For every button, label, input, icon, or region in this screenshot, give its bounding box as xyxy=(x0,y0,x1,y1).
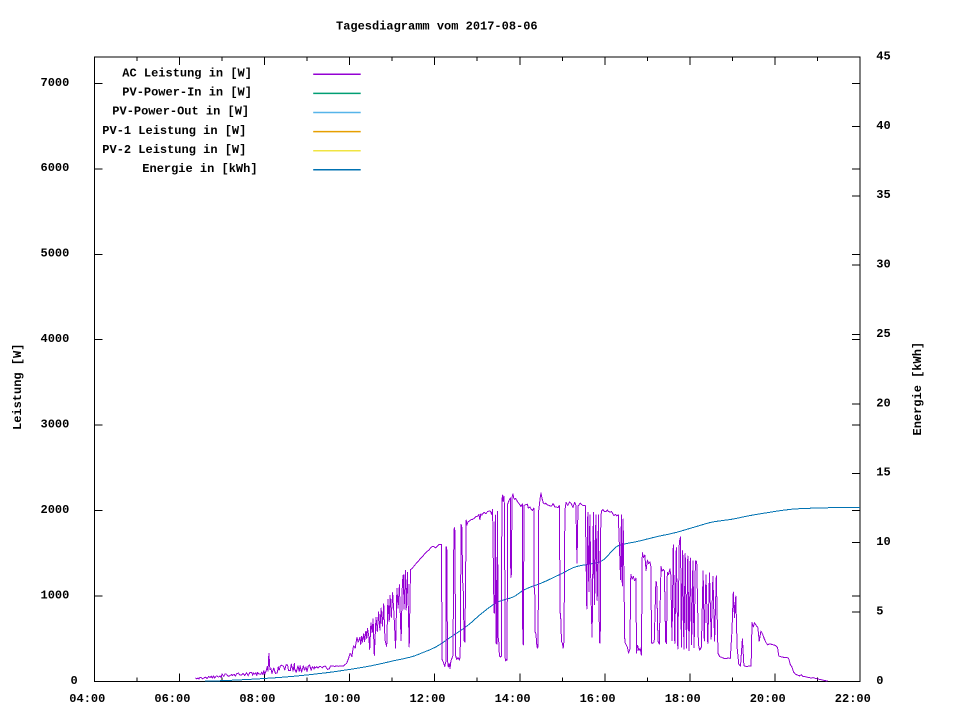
svg-text:10: 10 xyxy=(876,535,890,549)
svg-text:5000: 5000 xyxy=(41,247,70,261)
svg-text:1000: 1000 xyxy=(41,589,70,603)
svg-text:20: 20 xyxy=(876,396,890,410)
svg-text:15: 15 xyxy=(876,466,890,480)
svg-text:PV-Power-Out in [W]: PV-Power-Out in [W] xyxy=(112,105,249,119)
svg-text:3000: 3000 xyxy=(41,418,70,432)
svg-text:Leistung [W]: Leistung [W] xyxy=(11,344,25,430)
svg-text:20:00: 20:00 xyxy=(750,692,786,706)
svg-text:04:00: 04:00 xyxy=(69,692,105,706)
svg-text:PV-2 Leistung in [W]: PV-2 Leistung in [W] xyxy=(102,143,246,157)
svg-text:16:00: 16:00 xyxy=(580,692,616,706)
svg-text:AC Leistung in [W]: AC Leistung in [W] xyxy=(122,67,252,81)
svg-text:08:00: 08:00 xyxy=(239,692,275,706)
svg-text:Energie [kWh]: Energie [kWh] xyxy=(911,342,925,436)
svg-text:Energie in [kWh]: Energie in [kWh] xyxy=(142,162,257,176)
svg-text:7000: 7000 xyxy=(41,76,70,90)
svg-text:6000: 6000 xyxy=(41,161,70,175)
svg-text:12:00: 12:00 xyxy=(410,692,446,706)
svg-text:10:00: 10:00 xyxy=(325,692,361,706)
svg-text:PV-1 Leistung in [W]: PV-1 Leistung in [W] xyxy=(102,124,246,138)
svg-text:25: 25 xyxy=(876,327,890,341)
svg-text:2000: 2000 xyxy=(41,503,70,517)
svg-text:4000: 4000 xyxy=(41,332,70,346)
svg-text:22:00: 22:00 xyxy=(835,692,871,706)
svg-text:14:00: 14:00 xyxy=(495,692,531,706)
svg-text:18:00: 18:00 xyxy=(665,692,701,706)
svg-text:Tagesdiagramm vom 2017-08-06: Tagesdiagramm vom 2017-08-06 xyxy=(336,20,538,34)
svg-text:5: 5 xyxy=(876,605,883,619)
svg-text:35: 35 xyxy=(876,188,890,202)
svg-text:40: 40 xyxy=(876,119,890,133)
svg-text:0: 0 xyxy=(71,674,78,688)
svg-text:06:00: 06:00 xyxy=(154,692,190,706)
svg-text:30: 30 xyxy=(876,258,890,272)
svg-text:PV-Power-In in [W]: PV-Power-In in [W] xyxy=(122,86,252,100)
svg-text:45: 45 xyxy=(876,49,890,63)
svg-text:0: 0 xyxy=(876,674,883,688)
